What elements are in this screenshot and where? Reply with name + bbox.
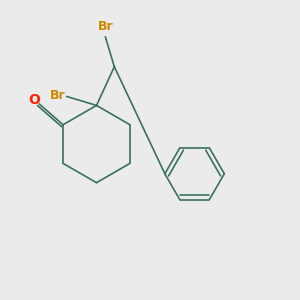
Text: Br: Br	[98, 20, 114, 34]
Text: Br: Br	[50, 88, 65, 101]
Text: O: O	[28, 93, 40, 107]
